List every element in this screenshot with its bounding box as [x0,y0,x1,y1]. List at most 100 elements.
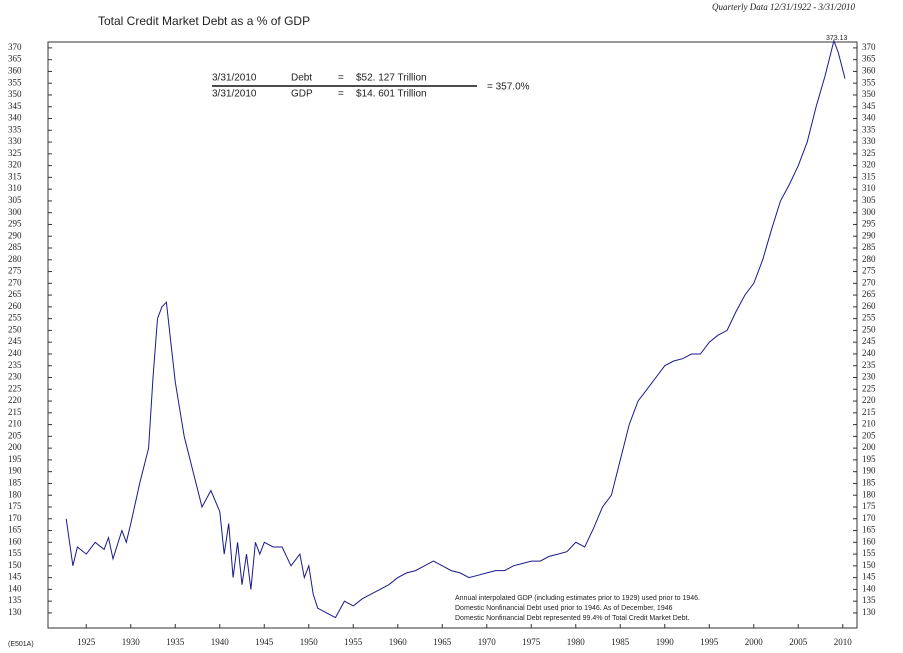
x-tick-label: 1975 [522,637,541,647]
formula-text: 3/31/2010 [212,73,257,84]
y-tick-label: 330 [8,136,22,146]
y-tick-label: 235 [862,360,876,370]
y-tick-label: 170 [862,513,876,523]
y-tick-label: 255 [862,313,876,323]
y-tick-label: 370 [8,42,22,52]
y-tick-label: 150 [862,560,876,570]
y-tick-label: 130 [862,607,876,617]
y-tick-label: 205 [8,430,22,440]
formula-text: 3/31/2010 [212,89,257,100]
y-tick-label: 355 [8,77,22,87]
y-tick-label: 235 [8,360,22,370]
y-tick-label: 325 [862,148,876,158]
y-tick-label: 350 [8,89,22,99]
y-tick-label: 270 [862,277,876,287]
y-tick-label: 290 [8,230,22,240]
x-tick-label: 1970 [478,637,497,647]
y-tick-label: 310 [8,183,22,193]
x-tick-label: 1990 [656,637,675,647]
y-tick-label: 210 [8,419,22,429]
formula-text: = [338,89,344,100]
x-tick-label: 1940 [211,637,230,647]
y-tick-label: 175 [8,501,22,511]
y-tick-label: 320 [862,160,876,170]
x-tick-label: 1925 [77,637,96,647]
y-tick-label: 245 [862,336,876,346]
note: Domestic Nonfinancial Debt represented 9… [455,615,690,622]
formula: 3/31/2010 Debt = $52. 127 Trillion 3/31/… [212,73,530,100]
y-tick-label: 345 [8,101,22,111]
y-tick-label: 225 [862,383,876,393]
y-tick-label: 180 [862,489,876,499]
x-tick-label: 1960 [389,637,408,647]
y-tick-label: 195 [862,454,876,464]
y-tick-label: 185 [8,478,22,488]
y-tick-label: 260 [862,301,876,311]
y-tick-label: 270 [8,277,22,287]
y-tick-label: 260 [8,301,22,311]
y-tick-label: 360 [8,65,22,75]
plot-frame [48,42,857,628]
x-tick-label: 1965 [433,637,452,647]
y-tick-label: 300 [862,207,876,217]
y-tick-label: 310 [862,183,876,193]
y-tick-label: 295 [862,219,876,229]
y-tick-label: 290 [862,230,876,240]
formula-text: Debt [291,73,312,84]
y-tick-label: 285 [862,242,876,252]
y-tick-label: 285 [8,242,22,252]
x-tick-label: 2000 [745,637,764,647]
formula-text: = [338,73,344,84]
y-tick-label: 275 [862,266,876,276]
x-tick-label: 1955 [344,637,363,647]
y-tick-label: 280 [8,254,22,264]
y-tick-label: 230 [8,372,22,382]
y-tick-label: 265 [862,289,876,299]
formula-text: GDP [291,89,313,100]
y-tick-label: 185 [862,478,876,488]
y-tick-label: 365 [862,54,876,64]
y-tick-label: 295 [8,219,22,229]
y-tick-label: 335 [8,124,22,134]
note: Domestic Nonfinancial Debt used prior to… [455,605,673,612]
y-tick-label: 315 [862,171,876,181]
x-tick-label: 1950 [300,637,319,647]
x-tick-label: 1935 [166,637,185,647]
formula-text: $14. 601 Trillion [356,89,427,100]
y-tick-label: 340 [8,113,22,123]
y-tick-label: 200 [862,442,876,452]
y-tick-label: 145 [862,572,876,582]
y-tick-label: 300 [8,207,22,217]
y-tick-label: 280 [862,254,876,264]
y-tick-label: 240 [8,348,22,358]
chart-subtitle: Quarterly Data 12/31/1922 - 3/31/2010 [712,2,855,12]
y-tick-label: 355 [862,77,876,87]
chart-code: (E501A) [8,641,34,648]
y-tick-label: 215 [862,407,876,417]
y-tick-label: 135 [862,595,876,605]
y-tick-label: 160 [8,536,22,546]
y-tick-label: 320 [8,160,22,170]
y-tick-label: 350 [862,89,876,99]
y-tick-label: 195 [8,454,22,464]
y-tick-label: 200 [8,442,22,452]
y-tick-label: 220 [862,395,876,405]
peak-label: 373.13 [826,35,848,42]
y-tick-label: 250 [862,324,876,334]
y-tick-label: 140 [8,583,22,593]
y-tick-label: 265 [8,289,22,299]
note: Annual interpolated GDP (including estim… [455,595,700,602]
y-tick-label: 155 [8,548,22,558]
formula-text: = 357.0% [487,82,530,93]
y-tick-label: 335 [862,124,876,134]
y-tick-label: 155 [862,548,876,558]
y-tick-label: 175 [862,501,876,511]
y-tick-label: 190 [8,466,22,476]
y-tick-label: 210 [862,419,876,429]
y-tick-label: 230 [862,372,876,382]
y-tick-label: 165 [8,525,22,535]
y-tick-label: 360 [862,65,876,75]
y-tick-label: 250 [8,324,22,334]
chart-title: Total Credit Market Debt as a % of GDP [98,14,310,28]
chart: Total Credit Market Debt as a % of GDP Q… [0,0,903,653]
